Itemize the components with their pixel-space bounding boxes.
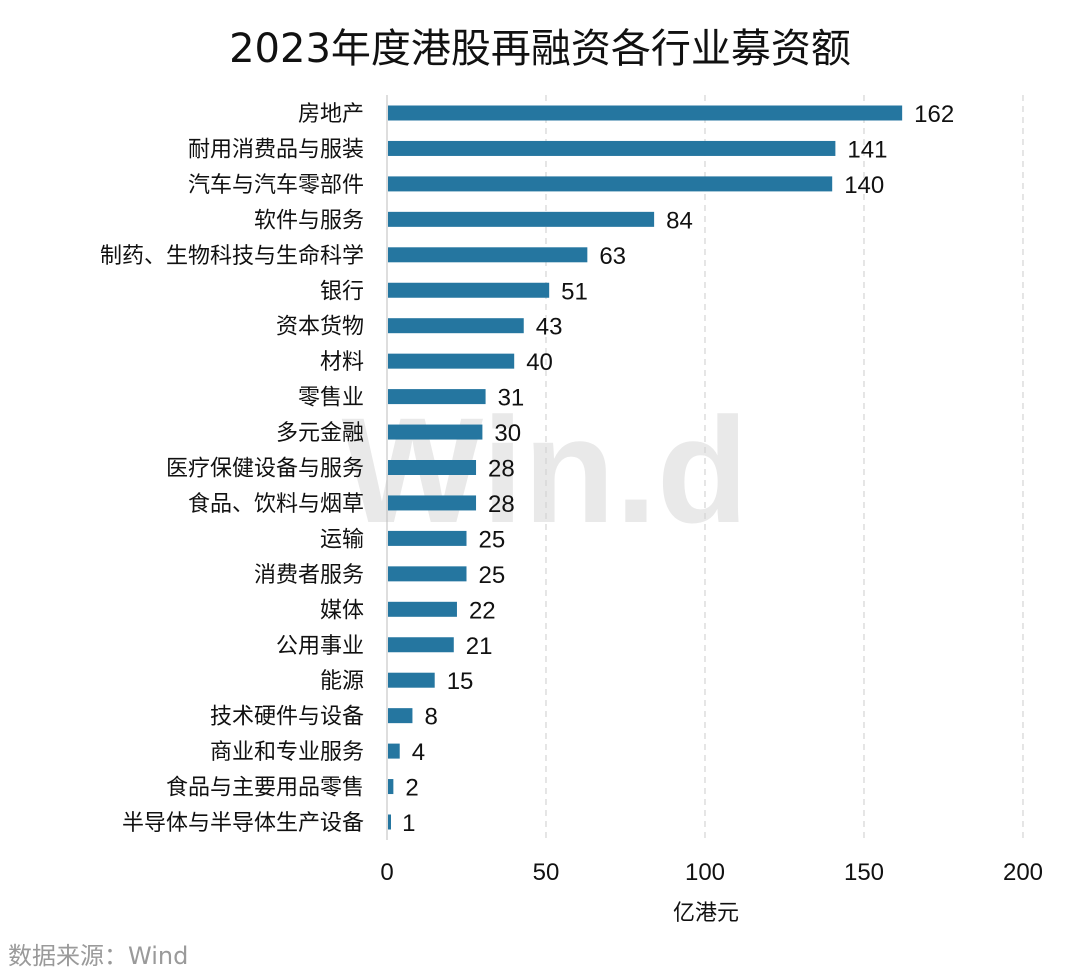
bar [388,247,588,263]
value-label: 28 [488,491,515,518]
bar [388,460,477,475]
value-label: 30 [494,420,521,447]
value-label: 84 [666,207,693,234]
bar [388,495,477,511]
bar [388,672,435,688]
value-label: 15 [447,668,474,695]
category-label: 能源 [320,669,364,694]
bars [388,105,903,830]
value-label: 1 [402,810,415,837]
value-label: 21 [466,633,493,660]
value-label: 31 [498,385,525,412]
category-label: 消费者服务 [254,563,364,588]
bar [388,566,467,582]
x-axis-title: 亿港元 [673,901,739,926]
bar [388,282,550,298]
value-label: 25 [479,562,506,589]
bar [388,105,903,121]
value-label: 162 [914,101,954,128]
bar [388,424,483,440]
value-label: 22 [469,597,496,624]
bar [388,743,400,759]
category-label: 医疗保健设备与服务 [166,457,364,482]
value-labels: 1621411408463514340313028282525222115842… [402,101,954,837]
value-label: 140 [844,172,884,199]
bar [388,176,833,192]
bar [388,637,454,653]
category-label: 商业和专业服务 [210,740,364,765]
x-tick-label: 100 [685,859,725,886]
value-label: 43 [536,314,563,341]
category-label: 房地产 [298,102,364,127]
chart-title: 2023年度港股再融资各行业募资额 [229,26,851,72]
value-label: 141 [847,136,887,163]
category-label: 运输 [320,527,364,552]
bar [388,779,394,795]
value-label: 51 [561,278,588,305]
x-tick-label: 50 [533,859,560,886]
category-label: 银行 [320,279,364,304]
category-label: 媒体 [320,598,364,623]
category-label: 软件与服务 [254,208,364,233]
bar [388,140,836,156]
category-label: 材料 [320,350,364,375]
category-labels: 房地产耐用消费品与服装汽车与汽车零部件软件与服务制药、生物科技与生命科学银行资本… [100,102,364,836]
value-label: 8 [424,704,437,731]
x-axis-ticks: 0 50 100 150 200 [380,859,1043,886]
x-tick-label: 0 [380,859,393,886]
value-label: 40 [526,349,553,376]
category-label: 多元金融 [276,421,364,446]
category-label: 半导体与半导体生产设备 [122,811,364,836]
value-label: 4 [412,739,425,766]
category-label: 资本货物 [276,315,364,340]
category-label: 制药、生物科技与生命科学 [100,244,364,269]
bar [388,814,391,830]
category-label: 耐用消费品与服装 [188,137,364,162]
bar [388,708,413,724]
category-label: 零售业 [298,386,364,411]
category-label: 食品与主要用品零售 [166,776,364,801]
category-label: 食品、饮料与烟草 [188,492,364,517]
x-tick-label: 200 [1003,859,1043,886]
bar [388,389,486,405]
x-tick-label: 150 [844,859,884,886]
bar [388,318,524,334]
category-label: 公用事业 [276,634,364,659]
category-label: 技术硬件与设备 [210,705,364,730]
bar [388,353,515,369]
bar [388,530,467,546]
value-label: 63 [599,243,626,270]
category-label: 汽车与汽车零部件 [188,173,364,198]
value-label: 25 [479,526,506,553]
value-label: 2 [405,775,418,802]
bar [388,211,655,227]
value-label: 28 [488,456,515,483]
bar [388,601,457,617]
source-note: 数据来源：Wind [8,942,188,970]
